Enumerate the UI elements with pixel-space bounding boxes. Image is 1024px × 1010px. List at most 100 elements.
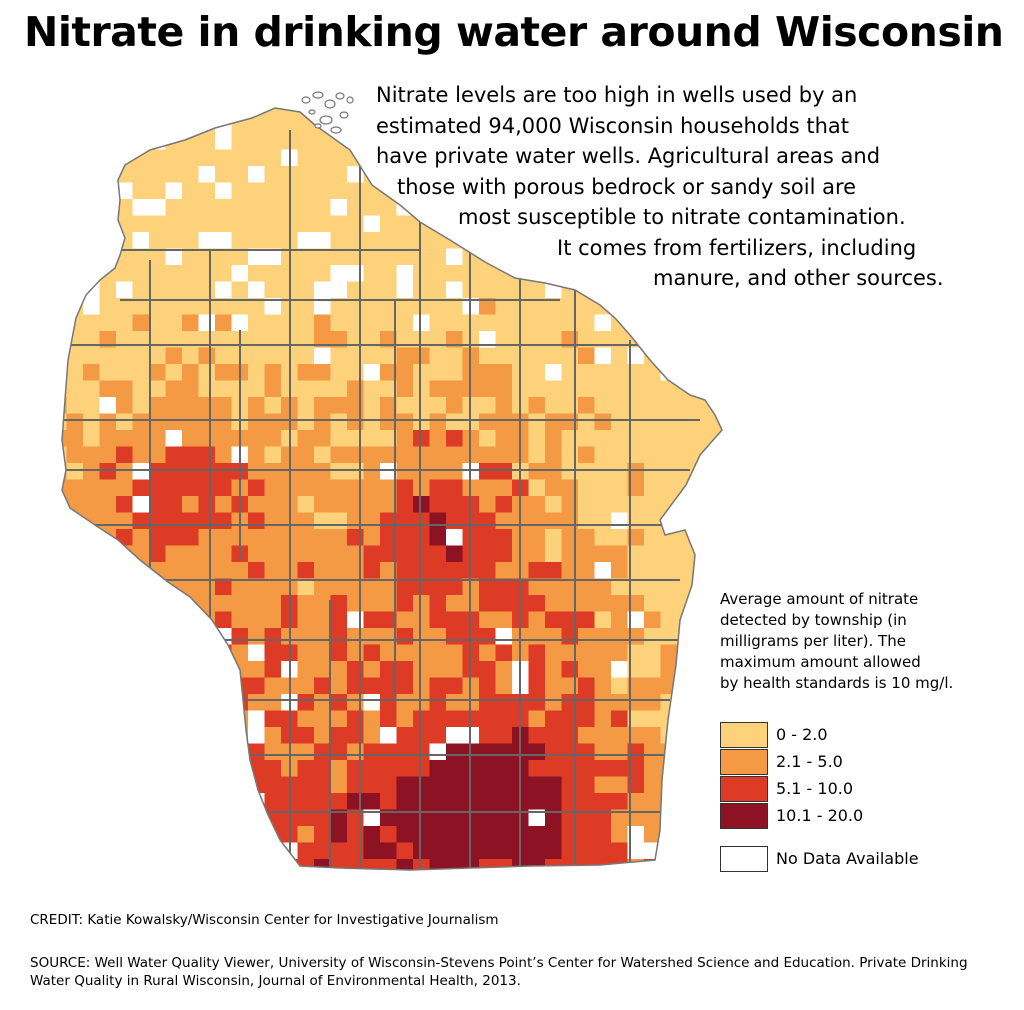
- township-cell: [462, 182, 480, 200]
- township-cell: [413, 166, 430, 183]
- township-cell: [347, 314, 364, 332]
- township-cell: [66, 578, 84, 596]
- township-cell: [677, 347, 694, 365]
- township-cell: [727, 562, 744, 579]
- township-cell: [297, 215, 315, 233]
- township-cell: [545, 611, 562, 629]
- township-cell: [215, 545, 232, 563]
- township-cell: [627, 108, 645, 117]
- township-cell: [62, 314, 67, 332]
- township-cell: [611, 644, 628, 662]
- township-cell: [479, 413, 496, 431]
- township-cell: [215, 826, 232, 843]
- township-cell: [660, 133, 678, 150]
- township-cell: [149, 694, 166, 711]
- township-cell: [364, 876, 381, 893]
- township-cell: [99, 677, 117, 695]
- township-cell: [330, 215, 348, 233]
- township-cell: [479, 710, 496, 728]
- township-cell: [429, 116, 447, 134]
- township-cell: [231, 677, 249, 695]
- island: [346, 96, 354, 104]
- township-cell: [677, 661, 694, 678]
- township-cell: [462, 149, 480, 167]
- township-cell: [347, 463, 364, 480]
- township-cell: [83, 644, 100, 662]
- island: [335, 92, 345, 100]
- township-cell: [727, 430, 744, 447]
- township-cell: [545, 644, 562, 662]
- township-cell: [347, 116, 364, 134]
- township-cell: [545, 512, 562, 530]
- township-cell: [644, 727, 661, 744]
- township-cell: [66, 108, 84, 117]
- township-cell: [594, 776, 612, 794]
- township-cell: [363, 776, 381, 794]
- legend-item-no-data: No Data Available: [720, 846, 980, 874]
- township-cell: [198, 710, 216, 728]
- township-cell: [347, 446, 364, 464]
- township-cell: [727, 265, 744, 282]
- township-cell: [677, 644, 694, 662]
- township-cell: [67, 876, 84, 893]
- township-cell: [248, 298, 265, 315]
- township-cell: [248, 809, 265, 827]
- township-cell: [578, 644, 595, 662]
- township-cell: [363, 108, 381, 117]
- township-cell: [363, 116, 381, 134]
- township-cell: [62, 281, 67, 299]
- township-cell: [578, 743, 595, 761]
- township-cell: [495, 108, 513, 117]
- township-cell: [693, 727, 711, 744]
- township-cell: [248, 512, 265, 530]
- township-cell: [644, 677, 661, 695]
- township-cell: [611, 595, 628, 612]
- township-cell: [413, 661, 430, 678]
- township-cell: [347, 611, 364, 629]
- township-cell: [149, 611, 166, 629]
- township-cell: [545, 430, 562, 447]
- township-cell: [528, 446, 546, 464]
- township-cell: [644, 876, 661, 893]
- township-cell: [363, 809, 381, 827]
- intro-text: Nitrate levels are too high in wells use…: [360, 80, 985, 294]
- township-cell: [347, 281, 364, 299]
- township-cell: [710, 380, 722, 398]
- township-cell: [528, 644, 546, 662]
- township-cell: [62, 826, 67, 843]
- township-cell: [314, 364, 331, 381]
- township-cell: [578, 595, 595, 612]
- township-cell: [62, 611, 67, 629]
- township-cell: [330, 446, 348, 464]
- township-cell: [545, 842, 562, 860]
- township-cell: [231, 281, 249, 299]
- township-cell: [660, 108, 678, 117]
- township-cell: [677, 331, 694, 348]
- township-cell: [512, 108, 529, 117]
- township-cell: [264, 859, 282, 870]
- township-cell: [363, 842, 381, 860]
- township-cell: [149, 529, 166, 546]
- township-cell: [545, 182, 562, 200]
- township-cell: [644, 710, 661, 728]
- township-cell: [198, 677, 216, 695]
- township-cell: [116, 876, 133, 893]
- township-cell: [347, 182, 364, 200]
- township-cell: [248, 413, 265, 431]
- township-cell: [446, 496, 463, 513]
- township-cell: [594, 397, 612, 414]
- township-cell: [528, 149, 546, 167]
- township-cell: [363, 446, 381, 464]
- township-cell: [693, 562, 711, 579]
- township-cell: [528, 133, 546, 150]
- township-cell: [264, 380, 282, 398]
- township-cell: [611, 347, 628, 365]
- township-cell: [198, 430, 216, 447]
- township-cell: [363, 413, 381, 431]
- township-cell: [116, 314, 133, 332]
- township-cell: [677, 397, 694, 414]
- township-cell: [165, 248, 183, 266]
- township-cell: [99, 694, 117, 711]
- township-cell: [660, 380, 678, 398]
- township-cell: [297, 149, 315, 167]
